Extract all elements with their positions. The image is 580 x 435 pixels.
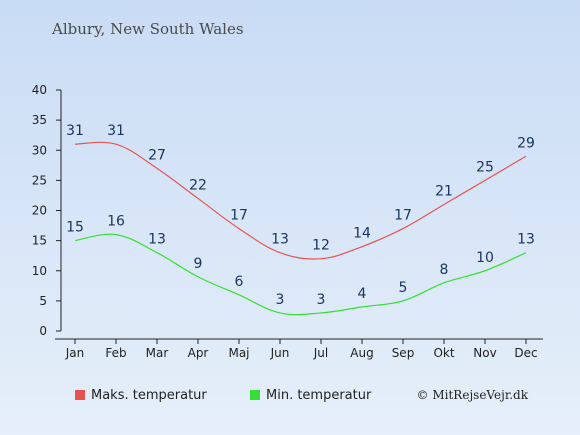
data-label-min: 13 xyxy=(148,232,166,248)
data-label-max: 31 xyxy=(107,123,125,139)
x-tick-label: Maj xyxy=(228,346,249,360)
data-label-max: 17 xyxy=(230,208,248,224)
y-tick-label: 25 xyxy=(32,173,47,187)
y-tick-label: 0 xyxy=(39,324,47,338)
data-label-max: 31 xyxy=(66,123,84,139)
legend-item-min: Min. temperatur xyxy=(250,388,371,403)
data-label-max: 12 xyxy=(312,238,330,254)
y-tick-label: 10 xyxy=(32,264,47,278)
x-tick-label: Aug xyxy=(350,346,373,360)
data-label-max: 22 xyxy=(189,177,207,193)
series-line-min xyxy=(74,233,527,316)
y-tick-label: 30 xyxy=(32,143,47,157)
data-label-min: 10 xyxy=(476,250,494,266)
x-tick-label: Mar xyxy=(146,346,169,360)
legend-label-min: Min. temperatur xyxy=(266,388,372,403)
x-tick-label: Sep xyxy=(392,346,415,360)
y-tick-label: 35 xyxy=(32,113,47,127)
legend-swatch-max xyxy=(75,390,85,400)
data-label-max: 17 xyxy=(394,208,412,224)
series-line-max xyxy=(74,141,527,260)
data-label-max: 14 xyxy=(353,226,371,242)
x-tick-label: Nov xyxy=(473,346,496,360)
data-label-min: 3 xyxy=(276,292,285,308)
y-tick-label: 15 xyxy=(32,234,47,248)
data-label-min: 13 xyxy=(517,232,535,248)
x-tick-label: Jun xyxy=(270,346,290,360)
data-label-min: 9 xyxy=(194,256,203,272)
data-label-max: 21 xyxy=(435,183,453,199)
data-label-max: 29 xyxy=(517,135,535,151)
y-tick-label: 20 xyxy=(32,204,47,218)
data-label-min: 4 xyxy=(358,286,367,302)
data-label-min: 15 xyxy=(66,220,84,236)
data-label-min: 5 xyxy=(399,280,408,296)
y-tick-label: 5 xyxy=(39,294,47,308)
legend-label-max: Maks. temperatur xyxy=(91,388,207,403)
x-tick-label: Feb xyxy=(105,346,126,360)
legend-swatch-min xyxy=(250,390,260,400)
x-tick-label: Apr xyxy=(188,346,209,360)
data-label-min: 8 xyxy=(440,262,449,278)
data-label-min: 3 xyxy=(317,292,326,308)
legend-item-max: Maks. temperatur xyxy=(75,388,207,403)
credit-text: © MitRejseVejr.dk xyxy=(416,388,528,402)
data-label-max: 13 xyxy=(271,232,289,248)
x-tick-label: Dec xyxy=(514,346,537,360)
x-tick-label: Jul xyxy=(313,346,328,360)
data-label-max: 25 xyxy=(476,159,494,175)
x-tick-label: Okt xyxy=(433,346,454,360)
y-tick-label: 40 xyxy=(32,83,47,97)
data-label-min: 16 xyxy=(107,214,125,230)
chart-title: Albury, New South Wales xyxy=(52,20,244,38)
x-tick-label: Jan xyxy=(65,346,85,360)
data-label-max: 27 xyxy=(148,147,166,163)
data-label-min: 6 xyxy=(235,274,244,290)
